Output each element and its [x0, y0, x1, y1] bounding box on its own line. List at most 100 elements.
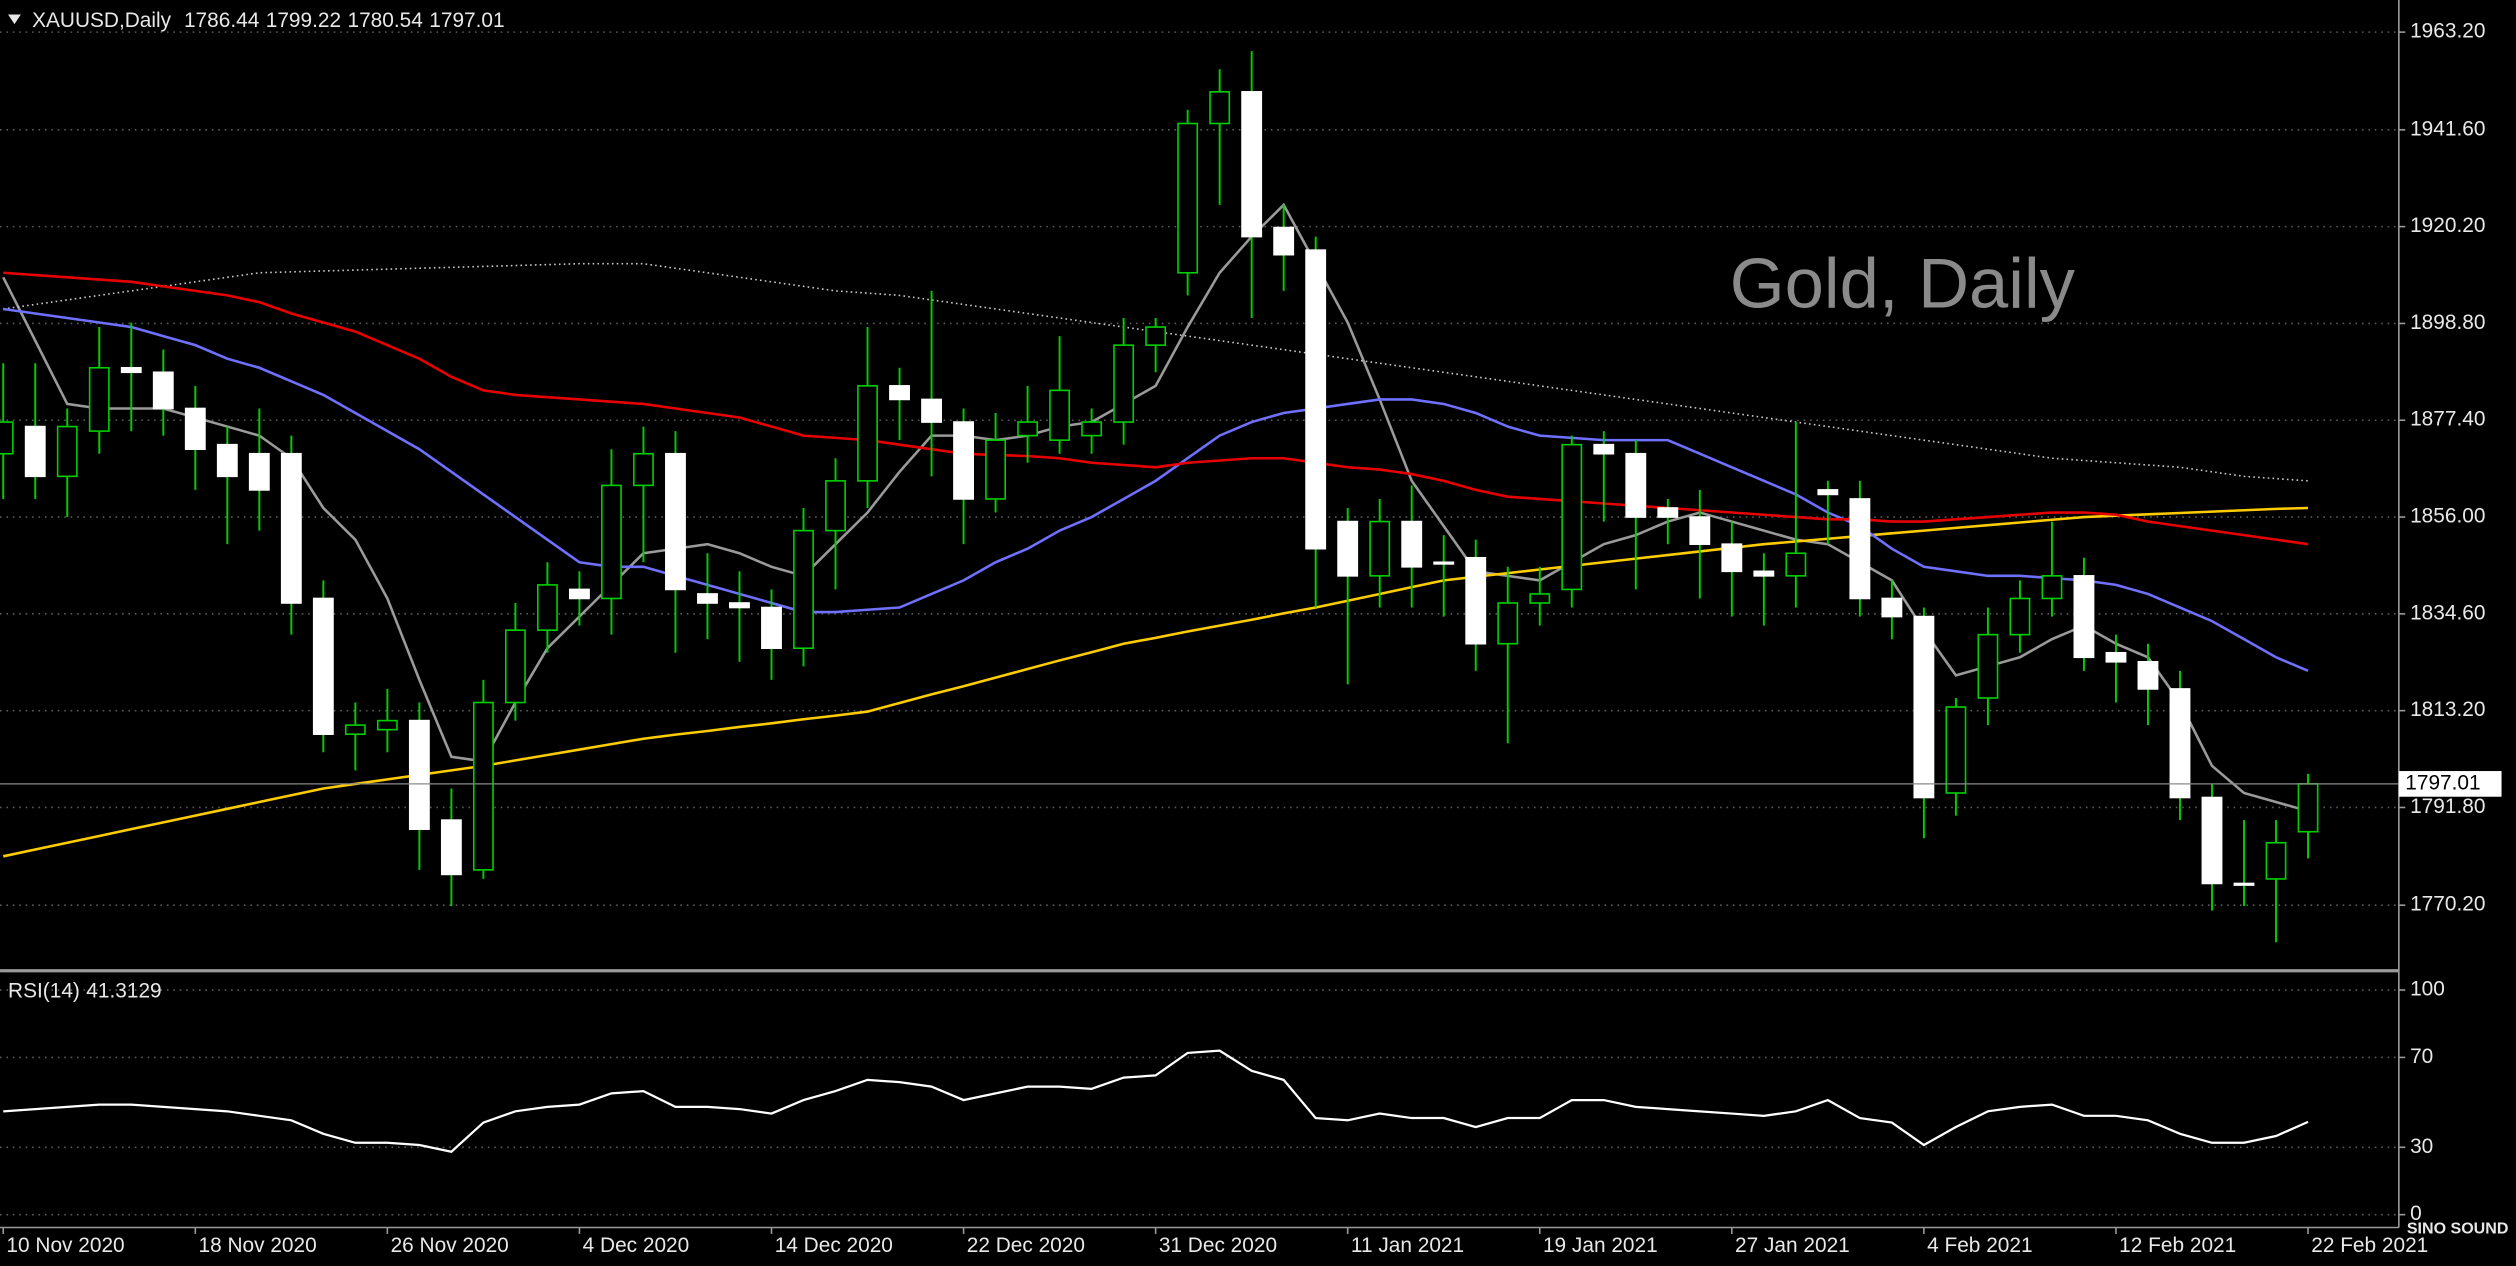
candle-body — [857, 385, 878, 482]
header: XAUUSD,Daily 1786.44 1799.22 1780.54 1797.01 — [32, 8, 505, 31]
watermark: Gold, Daily — [1730, 243, 2076, 322]
candle-body — [376, 719, 398, 731]
candle-body — [1401, 520, 1423, 568]
moving-average — [3, 262, 2309, 482]
y-tick-label: 30 — [2410, 1135, 2433, 1158]
candle-body — [1017, 421, 1039, 437]
candle-body — [1721, 543, 1743, 573]
candle-body — [1145, 326, 1167, 346]
candle-body — [2137, 660, 2159, 690]
x-tick-label: 11 Jan 2021 — [1351, 1234, 1464, 1257]
candle-body — [216, 443, 238, 478]
candle-body — [0, 421, 14, 455]
candle-body — [2169, 688, 2191, 799]
candle-body — [24, 425, 46, 478]
current-price-box — [2398, 771, 2502, 797]
candle-body — [1561, 443, 1583, 591]
candle-body — [1081, 421, 1103, 437]
y-tick-label: 1770.20 — [2410, 893, 2485, 916]
candle-body — [1177, 122, 1199, 274]
x-tick-label: 22 Feb 2021 — [2311, 1234, 2428, 1257]
candle-body — [2201, 796, 2223, 885]
candle-body — [1241, 91, 1263, 238]
candle-body — [1945, 706, 1967, 794]
candle-body — [921, 398, 942, 423]
moving-average — [3, 271, 2309, 546]
candle-body — [120, 366, 142, 374]
candle-body — [633, 452, 654, 487]
candle-body — [2041, 575, 2063, 600]
candle-body — [312, 597, 334, 735]
candle-body — [1529, 593, 1551, 604]
y-tick-label: 1941.60 — [2410, 117, 2485, 140]
y-tick-label: 1898.80 — [2410, 311, 2485, 334]
candle-body — [1753, 570, 1775, 577]
candle-body — [408, 719, 430, 830]
y-tick-label: 1791.80 — [2410, 795, 2485, 818]
y-tick-label: 70 — [2410, 1045, 2433, 1068]
x-tick-label: 31 Dec 2020 — [1159, 1234, 1277, 1257]
grid-layer — [0, 31, 2406, 1234]
y-tick-label: 1920.20 — [2410, 214, 2485, 237]
header-close: 1797.01 — [429, 8, 504, 31]
candle-body — [2105, 651, 2127, 663]
y-tick-label: 1963.20 — [2410, 20, 2485, 43]
logo: SINO SOUND — [2407, 1219, 2509, 1237]
candle-body — [184, 407, 206, 450]
moving-average — [2, 506, 2309, 858]
menu-icon[interactable] — [8, 14, 21, 25]
candle-body — [697, 593, 718, 604]
candle-body — [729, 602, 750, 609]
candle-body — [1913, 615, 1935, 799]
indicator-header: RSI(14) 41.3129 — [8, 979, 162, 1002]
y-tick-label: 1834.60 — [2410, 601, 2485, 624]
candle-body — [825, 480, 846, 532]
candle-body — [1369, 520, 1391, 577]
candle-body — [1593, 443, 1615, 455]
candle-body — [761, 606, 782, 650]
x-tick-label: 4 Dec 2020 — [583, 1234, 690, 1257]
x-tick-label: 10 Nov 2020 — [6, 1234, 124, 1257]
candle-body — [2297, 783, 2319, 833]
x-tick-label: 27 Jan 2021 — [1735, 1234, 1850, 1257]
header-open: 1786.44 — [184, 8, 259, 31]
moving-average — [3, 307, 2309, 673]
candle-body — [569, 588, 590, 600]
indicator-value: 41.3129 — [86, 979, 161, 1002]
candle-body — [1049, 389, 1071, 441]
candle-body — [1785, 552, 1807, 577]
current-price-label: 1797.01 — [2405, 771, 2480, 794]
candle-body — [344, 724, 366, 735]
rsi-line — [3, 1049, 2309, 1153]
candle-body — [985, 439, 1007, 500]
candle-body — [1657, 507, 1679, 518]
candle-body — [889, 385, 910, 401]
candle-body — [88, 366, 110, 432]
candle-body — [1305, 249, 1327, 550]
y-tick-label: 1813.20 — [2410, 698, 2485, 721]
candle-body — [280, 452, 302, 604]
candle-body — [665, 452, 686, 591]
candle-body — [152, 371, 174, 410]
y-tick-label: 100 — [2410, 978, 2445, 1001]
candle-body — [2265, 841, 2287, 880]
candle-body — [1497, 602, 1519, 645]
x-tick-label: 12 Feb 2021 — [2119, 1234, 2236, 1257]
candle-body — [953, 421, 974, 500]
indicator-label: RSI(14) — [8, 979, 80, 1002]
candle-body — [1113, 344, 1135, 423]
candle-body — [1881, 597, 1903, 618]
candle-body — [1625, 452, 1647, 518]
candle-body — [440, 819, 462, 876]
y-tick-label: 1877.40 — [2410, 408, 2485, 431]
candle-body — [1465, 556, 1487, 645]
candle-body — [56, 425, 78, 478]
candle-body — [2233, 882, 2255, 886]
candle-body — [504, 629, 526, 704]
x-tick-label: 22 Dec 2020 — [967, 1234, 1085, 1257]
candle-body — [472, 701, 494, 871]
y-tick-label: 0 — [2410, 1202, 2422, 1225]
y-tick-label: 1856.00 — [2410, 505, 2485, 528]
